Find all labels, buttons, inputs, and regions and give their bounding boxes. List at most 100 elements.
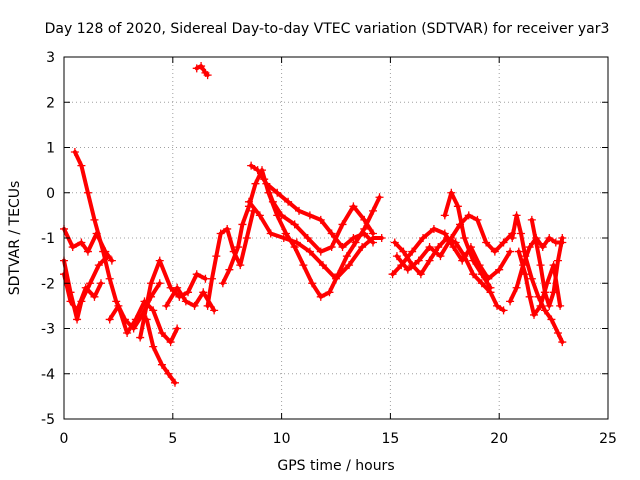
data-point bbox=[238, 220, 247, 229]
series-arc-19 bbox=[508, 211, 567, 347]
data-point bbox=[66, 297, 75, 306]
data-point bbox=[192, 270, 201, 279]
data-point bbox=[316, 247, 325, 256]
data-point bbox=[90, 215, 99, 224]
data-point bbox=[242, 234, 251, 242]
data-point bbox=[184, 288, 193, 297]
y-tick-label: 2 bbox=[46, 95, 55, 111]
data-point bbox=[525, 292, 534, 301]
x-tick-label: 15 bbox=[381, 431, 399, 447]
series-line bbox=[194, 64, 210, 78]
data-point bbox=[516, 229, 525, 238]
data-point bbox=[495, 265, 504, 274]
data-point bbox=[547, 315, 556, 324]
data-point bbox=[543, 279, 552, 288]
data-point bbox=[360, 215, 369, 224]
data-point bbox=[192, 64, 201, 73]
data-point bbox=[149, 306, 158, 315]
data-point bbox=[508, 234, 517, 242]
data-point bbox=[425, 256, 434, 265]
data-point bbox=[308, 279, 317, 288]
data-point bbox=[342, 252, 351, 261]
data-point bbox=[375, 193, 384, 202]
data-point bbox=[86, 279, 95, 288]
data-point bbox=[157, 329, 166, 338]
data-point bbox=[473, 215, 482, 224]
data-point bbox=[482, 238, 491, 247]
series-line bbox=[205, 208, 256, 308]
series-line bbox=[62, 272, 103, 313]
data-point bbox=[290, 220, 299, 229]
data-point bbox=[210, 306, 219, 315]
data-point bbox=[429, 224, 438, 233]
data-point bbox=[460, 234, 469, 242]
data-point bbox=[545, 234, 554, 242]
data-point bbox=[147, 279, 156, 288]
data-point bbox=[368, 206, 377, 215]
data-point bbox=[284, 197, 293, 206]
data-point bbox=[414, 256, 423, 265]
data-point bbox=[536, 301, 545, 310]
data-point bbox=[253, 166, 262, 175]
data-point bbox=[281, 229, 290, 238]
data-point bbox=[316, 292, 325, 301]
series-arc-18 bbox=[440, 188, 495, 292]
data-point bbox=[403, 265, 412, 274]
data-point bbox=[107, 256, 116, 265]
data-point bbox=[477, 279, 486, 288]
data-point bbox=[499, 306, 508, 315]
data-point bbox=[553, 256, 562, 265]
data-point bbox=[181, 297, 190, 306]
data-point bbox=[112, 297, 121, 306]
data-point bbox=[99, 247, 108, 256]
series-arc-21 bbox=[527, 215, 567, 310]
data-point bbox=[83, 188, 92, 197]
data-point bbox=[236, 261, 245, 270]
data-point bbox=[190, 301, 199, 310]
data-point bbox=[77, 238, 86, 247]
data-point bbox=[73, 315, 82, 324]
y-tick-label: -3 bbox=[41, 322, 55, 338]
data-point bbox=[90, 292, 99, 301]
series-arc-5 bbox=[105, 297, 182, 347]
data-point bbox=[469, 270, 478, 279]
data-point bbox=[149, 342, 158, 351]
data-point bbox=[318, 261, 327, 270]
data-point bbox=[506, 247, 515, 256]
data-point bbox=[469, 256, 478, 265]
data-point bbox=[173, 324, 182, 333]
series-line bbox=[529, 217, 565, 308]
data-point bbox=[360, 229, 369, 238]
data-point bbox=[390, 238, 399, 247]
data-point bbox=[305, 211, 314, 220]
data-point bbox=[377, 234, 386, 242]
data-point bbox=[436, 252, 445, 261]
data-point bbox=[527, 215, 536, 224]
data-point bbox=[123, 329, 132, 338]
data-point bbox=[225, 265, 234, 274]
data-point bbox=[197, 62, 206, 71]
data-point bbox=[295, 206, 304, 215]
data-point bbox=[545, 301, 554, 310]
x-tick-label: 5 bbox=[168, 431, 177, 447]
data-point bbox=[449, 243, 458, 252]
data-point bbox=[338, 243, 347, 252]
y-tick-labels: -5 -4 -3 -2 -1 0 1 2 3 bbox=[41, 50, 55, 428]
y-tick-label: -5 bbox=[41, 412, 55, 428]
data-point bbox=[525, 243, 534, 252]
data-point bbox=[170, 378, 179, 387]
data-point bbox=[458, 256, 467, 265]
data-point bbox=[279, 234, 288, 242]
data-point bbox=[162, 301, 171, 310]
data-point bbox=[553, 329, 562, 338]
data-point bbox=[70, 148, 79, 157]
data-point bbox=[532, 238, 541, 247]
data-point bbox=[105, 315, 114, 324]
series-line bbox=[510, 213, 565, 345]
data-point bbox=[534, 292, 543, 301]
data-point bbox=[493, 301, 502, 310]
data-point bbox=[68, 243, 77, 252]
series-arc-8 bbox=[162, 283, 219, 315]
data-point bbox=[549, 261, 558, 270]
